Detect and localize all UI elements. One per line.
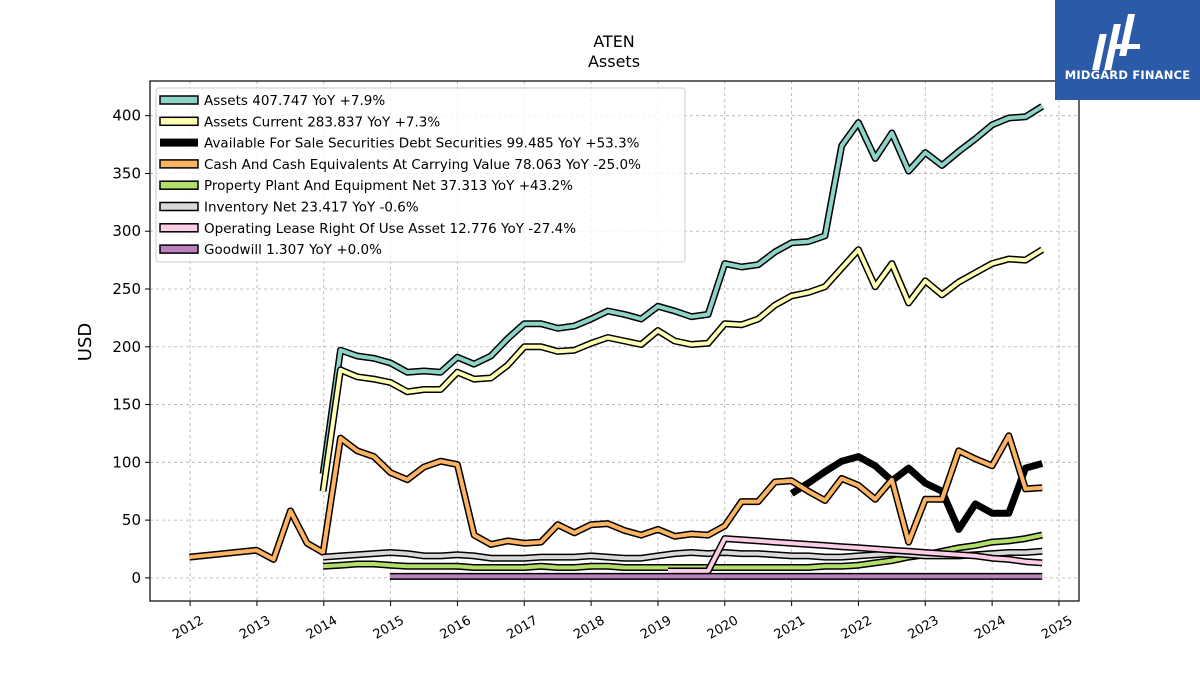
logo-mark-icon bbox=[1092, 14, 1140, 70]
series-line bbox=[668, 536, 1043, 573]
legend-entry: Cash And Cash Equivalents At Carrying Va… bbox=[159, 157, 641, 173]
y-tick-label: 0 bbox=[131, 569, 141, 587]
y-tick-label: 50 bbox=[122, 511, 141, 529]
chart-subtitle: Assets bbox=[588, 52, 640, 71]
series-3 bbox=[189, 432, 1043, 563]
legend-swatch bbox=[160, 138, 198, 147]
legend-entry: Available For Sale Securities Debt Secur… bbox=[160, 136, 640, 152]
y-tick-label: 300 bbox=[112, 222, 141, 240]
series-line bbox=[789, 453, 1044, 533]
x-tick-label: 2022 bbox=[839, 613, 875, 643]
series-2 bbox=[789, 453, 1044, 533]
legend: Assets 407.747 YoY +7.9% Assets Current 2… bbox=[155, 87, 686, 263]
legend-entry: Assets 407.747 YoY +7.9% bbox=[159, 93, 385, 109]
series-line bbox=[321, 104, 1044, 475]
x-tick-label: 2013 bbox=[237, 613, 273, 643]
legend-label: Assets Current 283.837 YoY +7.3% bbox=[204, 114, 440, 130]
brand-name: MIDGARD FINANCE bbox=[1064, 68, 1191, 82]
legend-entry: Operating Lease Right Of Use Asset 12.77… bbox=[159, 221, 576, 237]
legend-label: Goodwill 1.307 YoY +0.0% bbox=[204, 242, 382, 258]
series-6 bbox=[668, 535, 1043, 575]
series-line-outline bbox=[189, 432, 1043, 563]
legend-swatch bbox=[159, 116, 199, 127]
legend-swatch bbox=[159, 201, 199, 212]
x-tick-label: 2024 bbox=[972, 613, 1008, 643]
x-tick-label: 2014 bbox=[304, 613, 340, 643]
y-tick-label: 200 bbox=[112, 338, 141, 356]
legend-label: Inventory Net 23.417 YoY -0.6% bbox=[204, 200, 419, 216]
series-0 bbox=[319, 103, 1045, 475]
x-tick-label: 2025 bbox=[1039, 613, 1075, 643]
legend-label: Cash And Cash Equivalents At Carrying Va… bbox=[204, 157, 641, 173]
legend-entry: Inventory Net 23.417 YoY -0.6% bbox=[159, 200, 419, 216]
legend-entry: Property Plant And Equipment Net 37.313 … bbox=[159, 178, 573, 194]
y-axis-label: USD bbox=[75, 323, 96, 361]
x-tick-label: 2020 bbox=[705, 613, 741, 643]
legend-swatch bbox=[159, 223, 199, 233]
x-tick-label: 2021 bbox=[772, 613, 808, 643]
y-tick-label: 100 bbox=[112, 453, 141, 471]
legend-swatch bbox=[159, 244, 199, 254]
x-tick-label: 2012 bbox=[170, 613, 206, 643]
legend-label: Operating Lease Right Of Use Asset 12.77… bbox=[204, 221, 576, 237]
plot-frame bbox=[149, 80, 1080, 602]
x-tick-label: 2018 bbox=[571, 613, 607, 643]
y-tick-label: 400 bbox=[112, 107, 141, 125]
series-layer bbox=[189, 103, 1045, 580]
legend-entry: Assets Current 283.837 YoY +7.3% bbox=[159, 114, 440, 130]
legend-label: Available For Sale Securities Debt Secur… bbox=[204, 136, 640, 152]
x-tick-label: 2015 bbox=[371, 613, 407, 643]
y-tick-label: 250 bbox=[112, 280, 141, 298]
chart-title: ATEN bbox=[593, 32, 635, 51]
x-tick-label: 2016 bbox=[438, 613, 474, 643]
legend-swatch bbox=[159, 159, 199, 169]
series-1 bbox=[319, 246, 1045, 492]
legend-swatch bbox=[159, 180, 199, 190]
legend-label: Property Plant And Equipment Net 37.313 … bbox=[204, 178, 573, 194]
series-line bbox=[189, 433, 1043, 562]
x-tick-label: 2017 bbox=[504, 613, 540, 643]
legend-swatch bbox=[159, 95, 199, 105]
legend-entry: Goodwill 1.307 YoY +0.0% bbox=[159, 242, 382, 258]
y-tick-label: 350 bbox=[112, 164, 141, 182]
legend-box bbox=[155, 87, 686, 263]
legend-label: Assets 407.747 YoY +7.9% bbox=[204, 93, 385, 109]
y-tick-label: 150 bbox=[112, 396, 141, 414]
x-tick-label: 2019 bbox=[638, 613, 674, 643]
x-tick-label: 2023 bbox=[905, 613, 941, 643]
series-line bbox=[321, 247, 1044, 492]
brand-logo: MIDGARD FINANCE bbox=[1055, 0, 1200, 100]
